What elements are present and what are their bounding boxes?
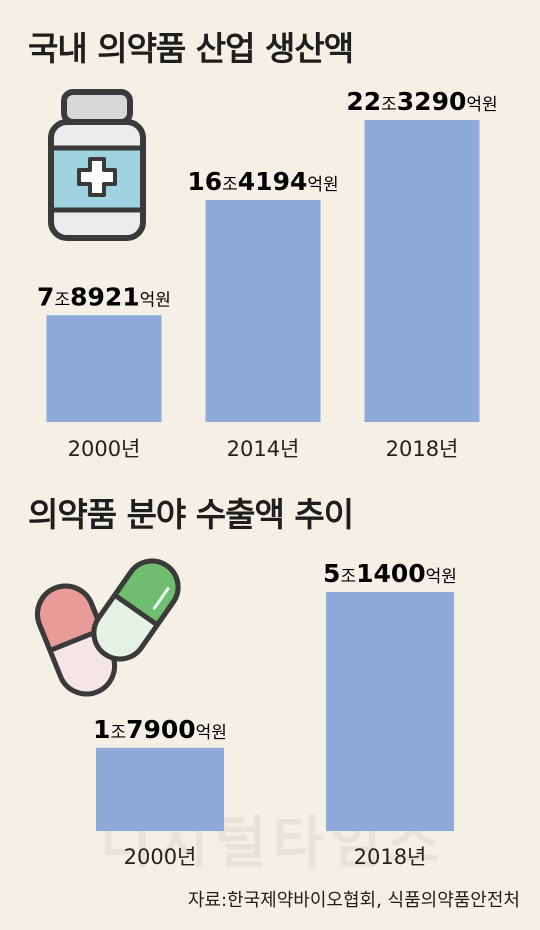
source-note: 자료:한국제약바이오협회, 식품의약품안전처	[187, 890, 520, 911]
bar-2-2	[326, 592, 454, 831]
medicine-bottle-icon	[48, 89, 146, 241]
data-label-2-2: 5조1400억원	[323, 559, 457, 588]
capsule-pills-icon	[35, 558, 181, 697]
x-tick-1-3: 2018년	[386, 437, 459, 461]
x-tick-1-1: 2000년	[68, 437, 141, 461]
x-tick-1-2: 2014년	[227, 437, 300, 461]
chart1-title: 국내 의약품 산업 생산액	[28, 29, 354, 68]
bar-1-2	[205, 199, 321, 422]
x-tick-2-1: 2000년	[124, 845, 197, 869]
data-label-1-2: 16조4194억원	[187, 167, 338, 196]
bar-1-3	[364, 120, 480, 422]
data-label-1-3: 22조3290억원	[346, 87, 497, 116]
bar-2-1	[96, 747, 224, 831]
data-label-2-1: 1조7900억원	[93, 715, 227, 744]
chart2-title: 의약품 분야 수출액 추이	[28, 495, 354, 534]
x-tick-2-2: 2018년	[354, 845, 427, 869]
data-label-1-1: 7조8921억원	[37, 282, 171, 311]
bar-1-1	[46, 315, 162, 422]
